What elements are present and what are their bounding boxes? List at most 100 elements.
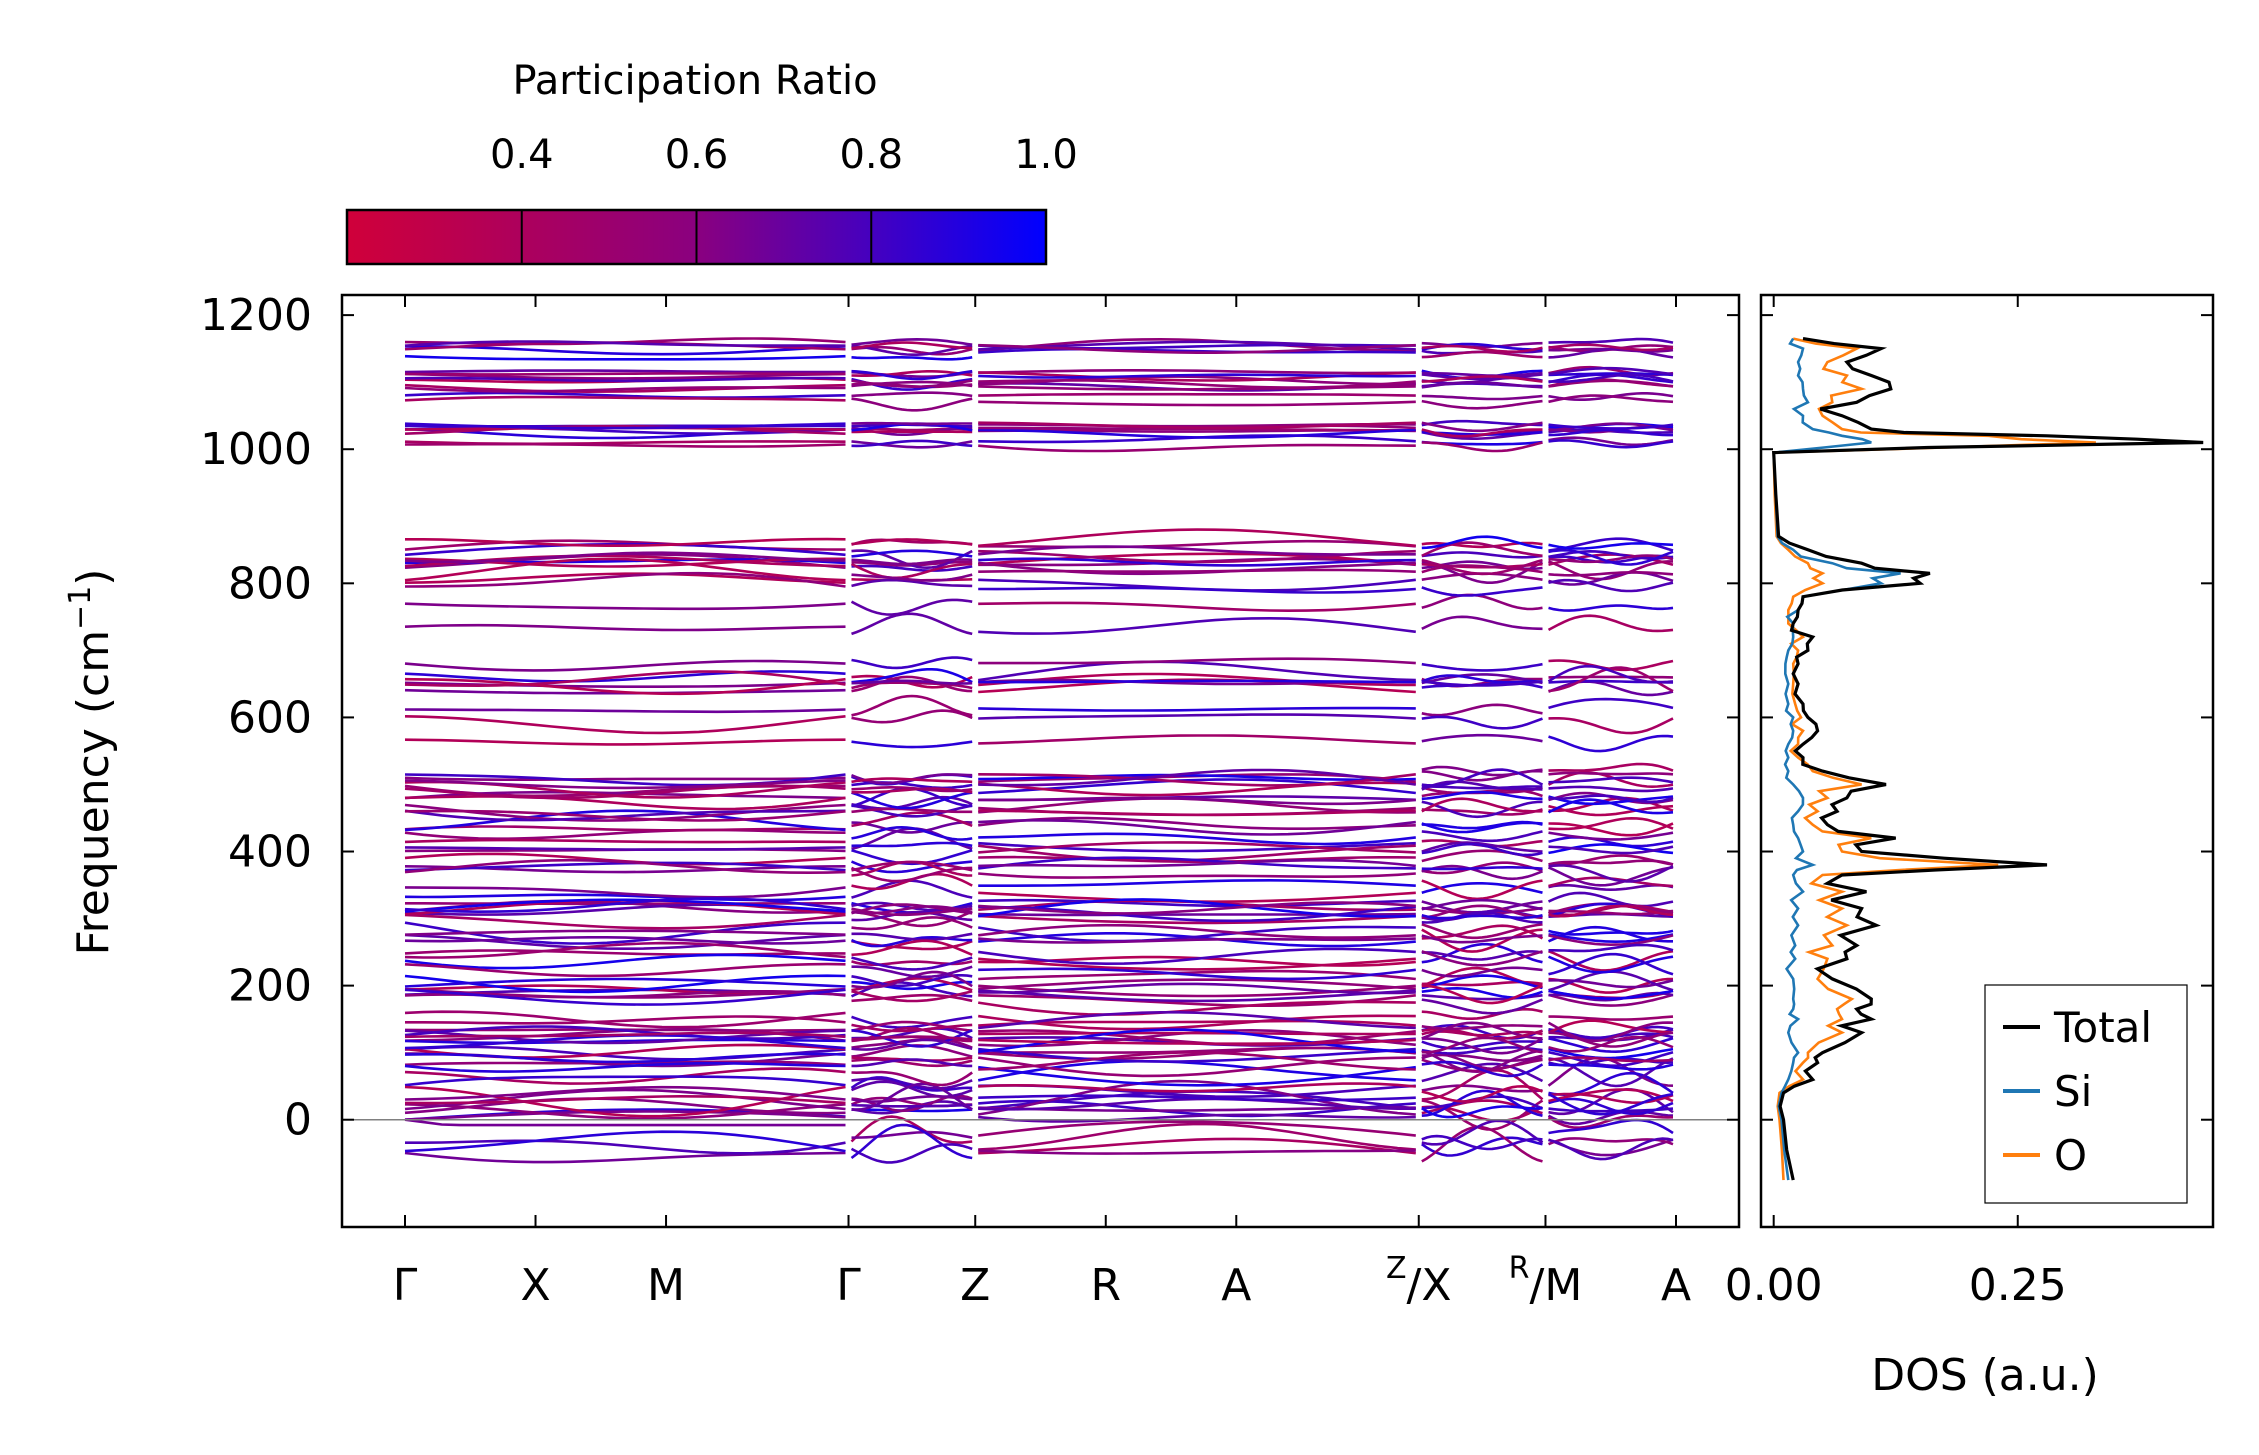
band-line — [404, 1110, 846, 1121]
band-line — [404, 708, 846, 714]
band-line — [404, 670, 846, 683]
x-tick-label: X — [520, 1260, 550, 1311]
band-line — [404, 795, 846, 811]
band-line — [1421, 1136, 1543, 1157]
band-line — [851, 841, 973, 848]
band-line — [404, 372, 846, 380]
x-tick-label: Γ — [393, 1260, 418, 1311]
band-line — [1421, 800, 1543, 819]
band-line — [404, 551, 846, 564]
band-line — [978, 347, 1416, 354]
band-line — [1421, 879, 1543, 901]
dos-x-axis-label: DOS (a.u.) — [1871, 1350, 2099, 1401]
band-line — [977, 925, 1416, 943]
band-line — [1421, 797, 1543, 813]
band-line — [978, 1122, 1416, 1151]
dos-x-tick-label: 0.25 — [1969, 1260, 2067, 1311]
colorbar-tick-label: 0.6 — [665, 132, 729, 178]
band-line — [978, 539, 1416, 549]
band-line — [1421, 1119, 1544, 1146]
band-line — [404, 738, 846, 746]
band-line — [1548, 439, 1674, 449]
band-line — [404, 354, 846, 361]
band-line — [851, 391, 973, 398]
band-line — [1547, 866, 1674, 887]
band-line — [404, 369, 846, 374]
band-line — [851, 549, 973, 558]
band-line — [404, 977, 846, 988]
band-line — [978, 601, 1416, 613]
dos-curve-total — [1772, 337, 2204, 1181]
band-line — [850, 860, 973, 874]
band-line — [1421, 1040, 1543, 1050]
band-line — [1548, 1056, 1674, 1063]
band-line — [978, 343, 1416, 354]
band-line — [1421, 1036, 1543, 1054]
band-line — [978, 901, 1416, 915]
band-line — [978, 1047, 1416, 1063]
band-line — [1548, 1087, 1674, 1116]
band-line — [1421, 768, 1544, 787]
band-line — [851, 791, 973, 810]
band-line — [1548, 904, 1674, 918]
band-line — [978, 923, 1416, 939]
band-line — [404, 386, 846, 393]
band-line — [1548, 717, 1674, 735]
band-line — [978, 545, 1416, 556]
band-line — [1421, 535, 1543, 550]
band-line — [978, 978, 1416, 991]
band-line — [1421, 680, 1543, 687]
band-line — [1421, 1060, 1544, 1078]
band-line — [978, 937, 1416, 944]
band-line — [1548, 1137, 1674, 1161]
band-line — [1421, 808, 1543, 816]
band-line — [851, 956, 973, 971]
band-line — [404, 340, 846, 347]
band-line — [1548, 762, 1674, 772]
band-line — [404, 542, 846, 557]
band-line — [978, 967, 1416, 981]
band-line — [1421, 950, 1543, 961]
band-line — [1548, 1092, 1674, 1105]
band-line — [978, 872, 1416, 879]
band-line — [404, 838, 846, 844]
band-line — [978, 818, 1416, 836]
band-line — [851, 777, 973, 784]
band-line — [978, 1038, 1416, 1045]
band-line — [978, 969, 1416, 981]
colorbar-ticks: 0.4 0.6 0.8 1.0 — [490, 132, 1078, 264]
band-line — [404, 372, 846, 376]
band-line — [978, 1120, 1416, 1137]
band-line — [1547, 1021, 1674, 1043]
band-line — [1421, 564, 1543, 574]
band-line — [850, 1115, 973, 1144]
band-line — [1421, 1008, 1543, 1020]
band-line — [1421, 541, 1543, 558]
band-line — [1421, 703, 1543, 717]
band-line — [1421, 715, 1543, 730]
band-line — [1421, 662, 1543, 672]
band-line — [1548, 343, 1674, 352]
band-line — [851, 989, 973, 1003]
band-line — [404, 1062, 846, 1073]
band-line — [404, 557, 846, 582]
band-line — [978, 1149, 1416, 1155]
band-line — [1548, 864, 1674, 883]
dos-curves — [1772, 337, 2204, 1181]
colorbar-tick-label: 1.0 — [1014, 132, 1078, 178]
band-line — [1548, 776, 1674, 784]
colorbar-tick-label: 0.8 — [839, 132, 903, 178]
band-line — [1421, 1084, 1543, 1093]
band-line — [978, 528, 1416, 548]
band-line — [1421, 923, 1543, 940]
band-line — [978, 1082, 1416, 1093]
band-line — [1548, 347, 1674, 359]
band-line — [851, 1070, 973, 1087]
band-line — [978, 898, 1416, 918]
band-line — [1548, 929, 1674, 936]
dos-x-tick-label: 0.00 — [1725, 1260, 1823, 1311]
band-line — [1421, 866, 1543, 871]
band-line — [1421, 558, 1543, 576]
band-line — [851, 337, 973, 346]
band-line — [404, 1067, 846, 1085]
